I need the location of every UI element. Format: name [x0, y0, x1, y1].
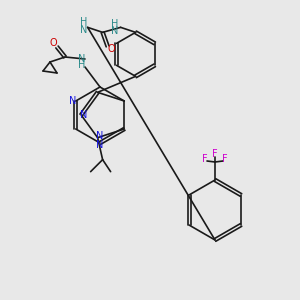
Text: H: H — [111, 19, 118, 29]
Text: H: H — [80, 17, 87, 27]
Text: O: O — [49, 38, 57, 48]
Text: O: O — [108, 44, 116, 54]
Text: F: F — [212, 149, 218, 159]
Text: N: N — [111, 26, 118, 36]
Text: N: N — [78, 54, 86, 64]
Text: F: F — [202, 154, 208, 164]
Text: N: N — [69, 96, 76, 106]
Text: N: N — [96, 131, 103, 141]
Text: H: H — [78, 60, 86, 70]
Text: N: N — [96, 140, 104, 150]
Text: N: N — [80, 25, 87, 35]
Text: F: F — [222, 154, 228, 164]
Text: N: N — [80, 110, 88, 120]
